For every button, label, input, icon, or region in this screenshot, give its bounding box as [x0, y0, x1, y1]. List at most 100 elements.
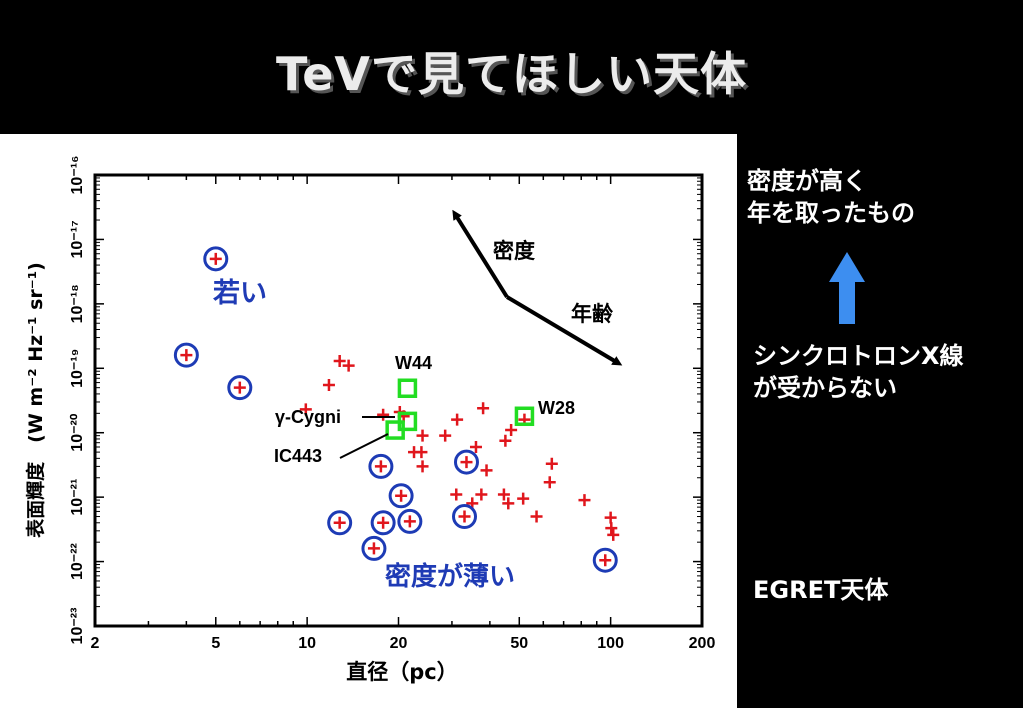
- up-arrow-icon: [829, 252, 865, 324]
- plus-marker: [475, 488, 488, 501]
- plus-marker: [342, 359, 355, 372]
- green-square-marker: [397, 378, 418, 398]
- plus-marker: [450, 488, 463, 501]
- plus-marker: [543, 476, 556, 489]
- x-tick-label: 20: [390, 635, 408, 652]
- plus-marker: [395, 489, 408, 502]
- y-tick-label: 10⁻²³: [69, 608, 86, 645]
- plus-marker: [458, 510, 471, 523]
- dense-old-note: 密度が高く 年を取ったもの: [747, 165, 915, 229]
- plus-marker: [367, 542, 380, 555]
- slide-title: TeVで見てほしい天体: [275, 47, 748, 101]
- plus-marker: [545, 457, 558, 470]
- x-tick-labels: 2 5 10 20 50 100 200: [91, 635, 716, 652]
- plus-marker: [233, 381, 246, 394]
- plus-marker: [416, 429, 429, 442]
- y-tick-label: 10⁻²¹: [69, 479, 86, 516]
- circle-marker: [370, 510, 396, 536]
- plus-marker: [497, 488, 510, 501]
- x-tick-label: 100: [597, 635, 624, 652]
- plus-marker: [477, 402, 490, 415]
- y-tick-labels: 10⁻²³ 10⁻²² 10⁻²¹ 10⁻²⁰ 10⁻¹⁹ 10⁻¹⁸ 10⁻¹⁷ 10⁻¹⁶: [69, 156, 86, 645]
- square-markers: [385, 378, 535, 440]
- axis-ticks: [94, 174, 703, 627]
- green-square-marker: [514, 406, 535, 427]
- synchrotron-note-line2: が受からない: [753, 374, 897, 402]
- age-arrow-label: 年齢: [571, 302, 614, 326]
- plus-marker: [505, 424, 518, 437]
- y-tick-label: 10⁻¹⁶: [69, 156, 86, 195]
- label-gamma-cygni: γ-Cygni: [275, 407, 341, 427]
- circle-marker: [327, 510, 353, 536]
- plus-marker: [517, 492, 530, 505]
- circle-marker: [203, 246, 229, 272]
- chart-panel: 2 5 10 20 50 100 200 10⁻²³ 10⁻²² 10⁻²¹ 10⁻²⁰ 10⁻¹⁹…: [0, 134, 737, 708]
- plus-marker: [209, 252, 222, 265]
- plus-marker: [377, 516, 390, 529]
- plus-marker: [604, 511, 617, 524]
- synchrotron-note-line1: シンクロトロンX線: [753, 342, 964, 370]
- plot-frame: [93, 173, 704, 628]
- circle-marker: [388, 483, 414, 509]
- plus-marker: [605, 522, 618, 535]
- plus-markers: [180, 252, 620, 567]
- plus-marker: [333, 354, 346, 367]
- y-tick-label: 10⁻²⁰: [69, 413, 86, 452]
- plus-marker: [374, 460, 387, 473]
- y-tick-label: 10⁻²²: [69, 543, 86, 580]
- x-tick-label: 10: [298, 635, 316, 652]
- circle-marker: [397, 508, 423, 534]
- plus-marker: [416, 460, 429, 473]
- scatter-chart: 2 5 10 20 50 100 200 10⁻²³ 10⁻²² 10⁻²¹ 10⁻²⁰ 10⁻¹⁹…: [24, 156, 716, 684]
- x-tick-label: 5: [211, 635, 220, 652]
- circle-marker: [173, 342, 199, 368]
- circle-marker: [452, 504, 478, 530]
- plus-marker: [530, 510, 543, 523]
- circle-marker: [453, 449, 479, 475]
- y-axis-label: 表面輝度 (W m⁻² Hz⁻¹ sr⁻¹): [24, 262, 47, 538]
- label-w44: W44: [395, 353, 432, 373]
- plus-marker: [502, 497, 515, 510]
- plus-marker: [322, 379, 335, 392]
- young-region-label: 若い: [213, 278, 267, 309]
- ic443-leader: [339, 433, 389, 459]
- dense-old-note-line2: 年を取ったもの: [747, 199, 915, 227]
- plus-marker: [180, 349, 193, 362]
- label-ic443: IC443: [274, 446, 322, 466]
- y-tick-label: 10⁻¹⁸: [69, 284, 86, 323]
- plus-marker: [377, 408, 390, 421]
- plus-marker: [607, 528, 620, 541]
- plus-marker: [439, 429, 452, 442]
- age-arrow: [505, 295, 623, 366]
- plus-marker: [469, 441, 482, 454]
- plus-marker: [460, 456, 473, 469]
- x-axis-label: 直径（pc）: [346, 660, 457, 684]
- density-arrow-label: 密度: [493, 239, 535, 263]
- plus-marker: [578, 494, 591, 507]
- label-w28: W28: [538, 398, 575, 418]
- green-square-marker: [385, 420, 405, 440]
- density-arrow: [452, 209, 509, 299]
- egret-note: EGRET天体: [753, 576, 889, 604]
- thin-region-label: 密度が薄い: [385, 561, 515, 592]
- plus-marker: [480, 464, 493, 477]
- synchrotron-note: シンクロトロンX線 が受からない: [753, 340, 964, 404]
- plus-marker: [299, 403, 312, 416]
- circle-markers: [173, 246, 618, 573]
- x-tick-label: 200: [689, 635, 716, 652]
- x-tick-label: 50: [510, 635, 528, 652]
- x-tick-label: 2: [91, 635, 100, 652]
- circle-marker: [592, 547, 618, 573]
- plus-marker: [499, 434, 512, 447]
- y-tick-label: 10⁻¹⁷: [69, 220, 86, 258]
- dense-old-note-line1: 密度が高く: [747, 167, 867, 195]
- plus-marker: [451, 413, 464, 426]
- plus-marker: [415, 446, 428, 459]
- plus-marker: [403, 515, 416, 528]
- circle-marker: [368, 453, 394, 479]
- plus-marker: [599, 554, 612, 567]
- plus-marker: [333, 516, 346, 529]
- y-tick-label: 10⁻¹⁹: [69, 349, 86, 388]
- circle-marker: [361, 535, 387, 561]
- circle-marker: [227, 375, 253, 401]
